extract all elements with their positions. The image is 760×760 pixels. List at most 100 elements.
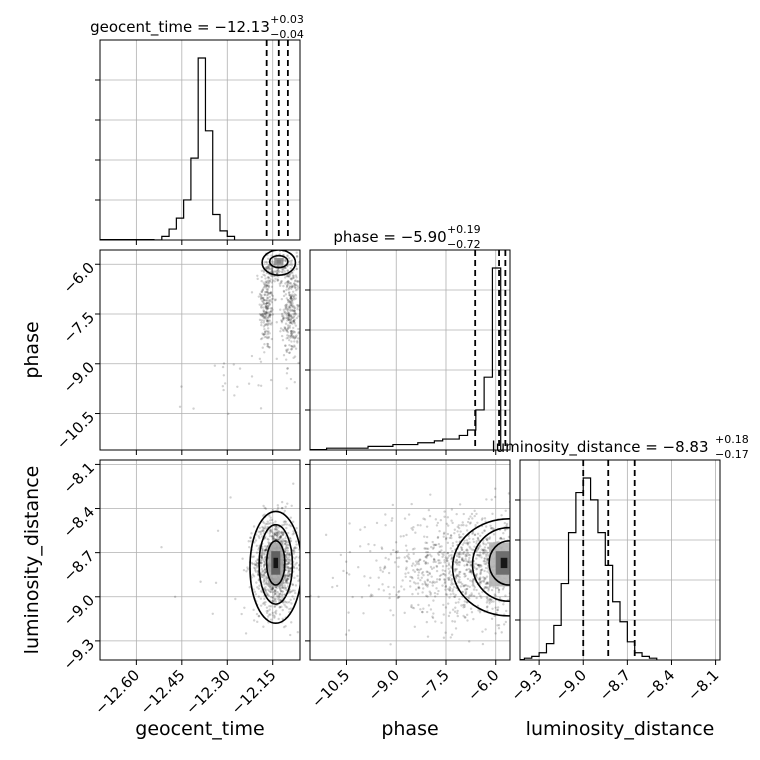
sample-point	[286, 281, 289, 284]
sample-point	[473, 509, 476, 513]
sample-point	[435, 565, 439, 568]
sample-point	[289, 300, 292, 303]
sample-point	[479, 569, 483, 572]
sample-point	[274, 597, 277, 600]
sample-point	[258, 357, 262, 361]
sample-point	[274, 270, 277, 273]
sample-point	[284, 344, 287, 348]
sample-point	[286, 543, 289, 547]
sample-point	[482, 559, 485, 563]
sample-point	[516, 526, 518, 528]
sample-point	[472, 594, 476, 598]
sample-point	[417, 603, 420, 607]
sample-point	[288, 326, 292, 329]
sample-point	[292, 326, 295, 330]
sample-point	[450, 519, 453, 522]
sample-point	[460, 524, 463, 527]
sample-point	[461, 558, 464, 561]
sample-point	[263, 290, 267, 294]
sample-point	[277, 593, 280, 596]
sample-point	[516, 648, 518, 650]
sample-point	[287, 318, 291, 321]
sample-point	[291, 346, 294, 349]
sample-point	[260, 290, 264, 294]
sample-point	[288, 300, 291, 303]
panel-background	[100, 40, 300, 240]
sample-point	[279, 598, 282, 602]
x-tick-label: −8.1	[684, 666, 722, 704]
sample-point	[418, 586, 421, 590]
sample-point	[259, 563, 262, 566]
sample-point	[254, 567, 257, 570]
sample-point	[455, 560, 458, 564]
sample-point	[468, 585, 471, 589]
sample-point	[465, 554, 469, 557]
sample-point	[248, 586, 251, 589]
sample-point	[433, 543, 436, 547]
sample-point	[260, 306, 263, 309]
sample-point	[481, 630, 484, 633]
title-sup: +0.18	[715, 433, 749, 446]
sample-point	[430, 555, 433, 558]
sample-point	[407, 513, 411, 516]
sample-point	[426, 635, 430, 638]
sample-point	[280, 334, 284, 338]
sample-point	[285, 556, 289, 559]
sample-point	[270, 268, 274, 272]
sample-point	[289, 286, 292, 289]
sample-point	[288, 552, 291, 555]
sample-point	[267, 306, 270, 310]
sample-point	[271, 611, 275, 615]
scatter-panel-geocent_time-phase: −10.5−9.0−7.5−6.0	[53, 249, 301, 455]
sample-point	[513, 590, 515, 592]
sample-point	[271, 537, 274, 541]
sample-point	[420, 572, 424, 575]
contour-line	[488, 540, 510, 586]
sample-point	[458, 598, 461, 601]
sample-point	[265, 284, 269, 287]
sample-point	[455, 540, 458, 544]
sample-point	[259, 337, 263, 341]
sample-point	[290, 264, 294, 267]
sample-point	[285, 558, 288, 562]
sample-point	[265, 335, 268, 338]
sample-point	[281, 268, 285, 272]
sample-point	[287, 275, 291, 278]
sample-point	[276, 595, 280, 599]
sample-point	[261, 547, 264, 551]
sample-point	[269, 586, 272, 589]
sample-point	[460, 604, 463, 607]
sample-point	[479, 572, 482, 575]
y-tick-label: −9.0	[60, 358, 98, 396]
sample-point	[259, 313, 263, 317]
sample-point	[292, 312, 295, 316]
sample-point	[511, 566, 513, 568]
sample-point	[266, 588, 270, 591]
sample-point	[428, 514, 432, 518]
sample-point	[265, 267, 268, 270]
sample-point	[263, 283, 266, 287]
sample-point	[492, 586, 495, 589]
sample-point	[257, 548, 260, 551]
sample-point	[450, 583, 453, 586]
scatter-content	[178, 250, 300, 415]
sample-point	[513, 560, 515, 562]
sample-point	[292, 295, 296, 298]
sample-point	[264, 548, 268, 552]
sample-point	[496, 608, 499, 612]
sample-point	[297, 304, 300, 308]
sample-point	[270, 588, 273, 592]
sample-point	[285, 562, 288, 566]
sample-point	[475, 568, 478, 571]
sample-point	[442, 636, 446, 639]
sample-point	[258, 303, 261, 306]
sample-point	[483, 559, 486, 563]
sample-point	[286, 274, 289, 278]
sample-point	[432, 612, 435, 615]
sample-point	[269, 618, 273, 621]
sample-point	[446, 516, 450, 519]
sample-point	[425, 547, 429, 550]
sample-point	[285, 274, 288, 278]
sample-point	[265, 307, 269, 310]
sample-point	[286, 308, 289, 311]
